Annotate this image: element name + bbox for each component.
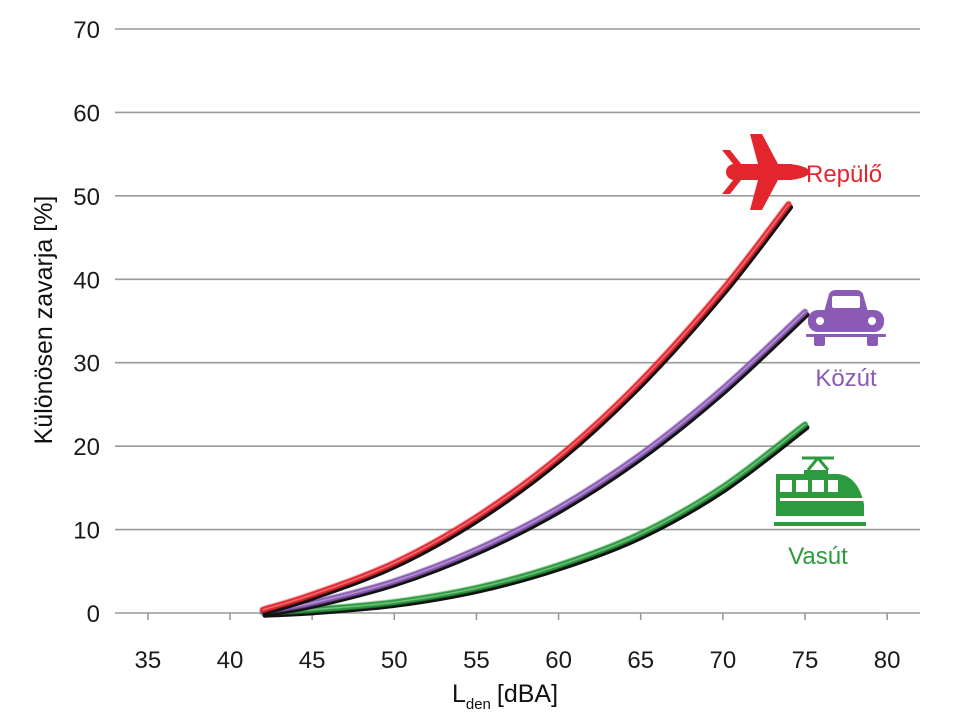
series-shadow-airplane: [262, 204, 794, 616]
x-tick-label: 40: [217, 647, 244, 674]
series-highlight-airplane: [262, 203, 790, 611]
x-tick-label: 65: [627, 647, 654, 674]
car-icon: [806, 290, 886, 346]
airplane-icon: [722, 134, 810, 210]
series-shadow-train: [262, 425, 810, 618]
y-tick-label: 0: [87, 601, 100, 628]
series-shadow-car: [262, 312, 810, 617]
y-axis-ticks: 0 10 20 30 40 50 60 70: [73, 17, 100, 628]
x-tick-label: 55: [463, 647, 490, 674]
x-axis-title-unit: [dBA]: [497, 680, 558, 708]
series-highlight-car: [262, 311, 806, 613]
series-label-train: Vasút: [788, 543, 848, 570]
y-axis-title: Különösen zavarja [%]: [30, 196, 58, 445]
x-axis-ticks: 35 40 45 50 55 60 65 70 75 80: [135, 613, 901, 674]
series-highlight-train: [262, 423, 806, 613]
x-axis-title-sub: den: [466, 696, 491, 713]
series-line-train: [259, 421, 808, 616]
x-tick-label: 80: [874, 647, 901, 674]
x-tick-label: 70: [710, 647, 737, 674]
y-tick-label: 60: [73, 100, 100, 127]
y-tick-label: 10: [73, 518, 100, 545]
series-line-airplane: [259, 201, 792, 613]
y-tick-label: 70: [73, 17, 100, 44]
series-lines: [259, 201, 810, 618]
y-tick-label: 40: [73, 267, 100, 294]
x-tick-label: 50: [381, 647, 408, 674]
y-tick-label: 30: [73, 351, 100, 378]
x-tick-label: 60: [545, 647, 572, 674]
x-axis-title-main: L: [452, 680, 466, 708]
x-tick-label: 45: [299, 647, 326, 674]
series-line-car: [259, 308, 808, 615]
gridlines: [115, 28, 920, 614]
train-icon: [774, 456, 866, 526]
series-label-airplane: Repülő: [806, 161, 882, 188]
x-tick-label: 35: [135, 647, 162, 674]
y-tick-label: 50: [73, 184, 100, 211]
x-tick-label: 75: [792, 647, 819, 674]
x-axis-title: Lden [dBA]: [452, 680, 558, 713]
series-label-car: Közút: [815, 365, 877, 392]
y-tick-label: 20: [73, 434, 100, 461]
